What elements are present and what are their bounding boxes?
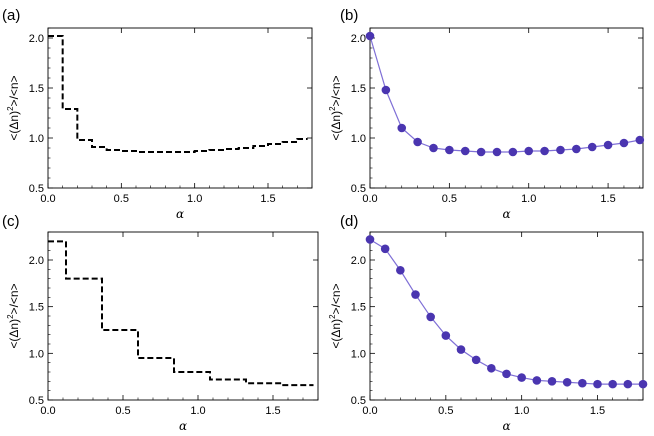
panel-3-step-series [48, 240, 314, 387]
panel-2-point-5 [445, 145, 454, 155]
panel-1-ytick-label-1: 1.0 [29, 133, 44, 145]
panel-4-point-13 [562, 377, 572, 387]
panel-4-ytick-label-2: 1.5 [351, 302, 366, 314]
panel-2-point-17 [635, 135, 645, 145]
panel-2-point-8 [492, 147, 502, 157]
panel-2-series-line [369, 35, 640, 153]
panel-4-point-0 [365, 235, 375, 244]
panel-2-point-7 [476, 147, 486, 157]
panel-4-point-7 [471, 355, 481, 365]
panel-3-ytick-label-2: 1.5 [29, 302, 44, 314]
panel-4-point-12 [547, 377, 557, 386]
panel-2-xtick-label-2: 1.0 [521, 193, 536, 205]
panel-1-step-series [48, 35, 308, 153]
panel-3-ytick-label-0: 0.5 [29, 395, 44, 407]
panel-2-xtick-label-3: 1.5 [600, 193, 615, 205]
panel-2-ylabel: <(Δn)2>/<n> [328, 75, 343, 140]
panel-2-point-1 [381, 85, 391, 95]
panel-1-xtick-label-2: 1.0 [187, 193, 202, 205]
panel-1-ytick-label-3: 2.0 [29, 33, 44, 45]
panel-2-ytick-label-2: 1.5 [351, 83, 366, 95]
panel-2-point-15 [603, 140, 613, 150]
panel-4-point-15 [593, 379, 602, 389]
panel-2-point-9 [508, 147, 518, 157]
panel-1-xtick-label-0: 0.0 [40, 193, 55, 205]
panel-3-ylabel: <(Δn)2>/<n> [6, 283, 21, 348]
panel-4-ytick-label-0: 0.5 [351, 395, 366, 407]
panel-4-point-1 [380, 244, 390, 254]
panel-3-ytick-label-3: 2.0 [29, 255, 44, 267]
panel-4-point-4 [426, 312, 435, 322]
panel-4-label: (d) [340, 213, 358, 230]
panel-3-xtick-label-1: 0.5 [115, 405, 130, 417]
panel-4-point-18 [638, 379, 648, 389]
panel-4-point-3 [411, 290, 420, 299]
panel-4-point-2 [396, 265, 405, 275]
panel-4-ytick-label-1: 1.0 [351, 348, 366, 360]
panel-2-point-12 [556, 145, 565, 155]
panel-3-xtick-label-2: 1.0 [190, 405, 205, 417]
panel-2-point-2 [397, 123, 407, 133]
panel-2-xlabel: α [502, 207, 510, 221]
panel-4-xtick-label-3: 1.5 [590, 405, 605, 417]
panel-4-ylabel: <(Δn)2>/<n> [328, 283, 343, 348]
panel-4-xtick-label-0: 0.0 [362, 405, 377, 417]
panel-4-point-17 [623, 379, 633, 389]
panel-1-ytick-label-0: 0.5 [29, 183, 44, 195]
panel-4-series-line [369, 238, 643, 385]
panel-2-point-16 [619, 138, 629, 148]
panel-1-label: (a) [2, 7, 20, 24]
panel-1-frame [47, 27, 313, 189]
panel-2-point-14 [587, 142, 597, 152]
panel-2-label: (b) [340, 7, 358, 24]
panel-1-xlabel: α [176, 207, 184, 221]
panel-4-point-11 [532, 376, 542, 385]
panel-3-ytick-label-1: 1.0 [29, 348, 44, 360]
panel-4-xtick-label-2: 1.0 [514, 405, 529, 417]
panel-2-frame [369, 27, 644, 189]
panel-4-point-8 [487, 363, 496, 373]
panel-4-xlabel: α [502, 419, 510, 433]
panel-2-xtick-label-0: 0.0 [362, 193, 377, 205]
panel-3-xtick-label-3: 1.5 [265, 405, 280, 417]
panel-2-point-6 [460, 146, 470, 156]
panel-1-xtick-label-1: 0.5 [114, 193, 129, 205]
panel-4-point-14 [578, 378, 587, 388]
panel-2-ytick-label-0: 0.5 [351, 183, 366, 195]
panel-1-ylabel: <(Δn)2>/<n> [6, 75, 21, 140]
panel-2-point-10 [524, 146, 534, 156]
panel-3-xtick-label-0: 0.0 [40, 405, 55, 417]
panel-2-point-0 [365, 31, 375, 41]
panel-4-ytick-label-3: 2.0 [351, 255, 366, 267]
panel-2-ytick-label-3: 2.0 [351, 33, 366, 45]
panel-4-xtick-label-1: 0.5 [438, 405, 453, 417]
panel-4-point-16 [608, 379, 617, 389]
panel-3-xlabel: α [179, 419, 187, 433]
panel-2-point-3 [413, 137, 422, 147]
panel-2-ytick-label-1: 1.0 [351, 133, 366, 145]
panel-3-label: (c) [2, 213, 20, 230]
panel-1-ytick-label-2: 1.5 [29, 83, 44, 95]
panel-2-point-4 [429, 143, 438, 153]
panel-4-point-10 [517, 373, 526, 382]
panel-2-point-13 [572, 144, 581, 154]
panel-3-frame [47, 231, 319, 401]
panel-1-xtick-label-3: 1.5 [260, 193, 275, 205]
panel-4-point-5 [441, 331, 451, 340]
panel-2-point-11 [540, 146, 549, 156]
panel-2-xtick-label-1: 0.5 [442, 193, 457, 205]
panel-4-point-6 [456, 345, 466, 354]
panel-4-point-9 [502, 369, 511, 379]
